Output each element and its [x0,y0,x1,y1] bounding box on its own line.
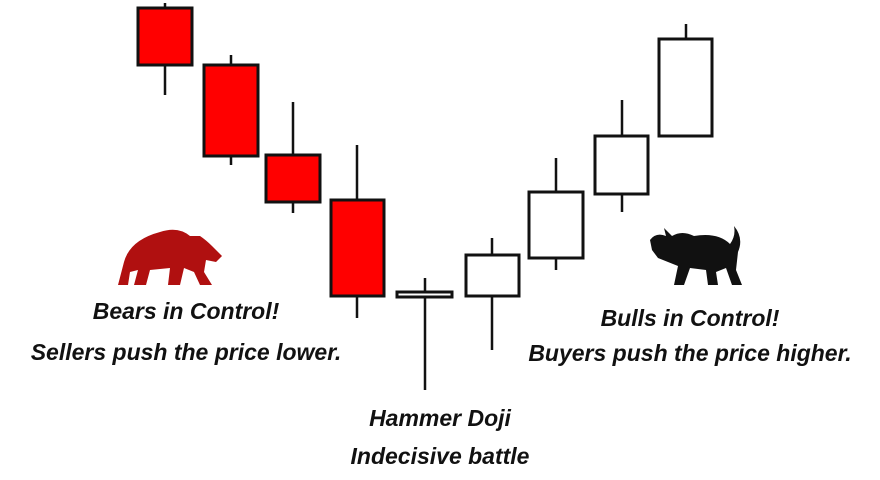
candle-body [464,253,521,298]
bulls-title: Bulls in Control! [601,305,780,331]
candle-body [136,6,194,67]
doji-title: Hammer Doji [369,405,511,431]
candle-body [202,63,260,158]
candle-body [264,153,322,204]
bull-candles [464,24,714,350]
bear-icon [118,229,222,285]
doji-caption: Indecisive battle [351,443,530,469]
candle-body [657,37,714,138]
bears-title: Bears in Control! [93,298,280,324]
bulls-caption: Buyers push the price higher. [528,340,851,366]
bears-caption: Sellers push the price lower. [31,339,342,365]
bull-icon [650,226,742,285]
candle-body [395,290,454,299]
candle-body [527,190,585,260]
doji-candle [395,278,454,390]
bear-candles [136,3,386,318]
candle-body [329,198,386,298]
candle-body [593,134,650,196]
